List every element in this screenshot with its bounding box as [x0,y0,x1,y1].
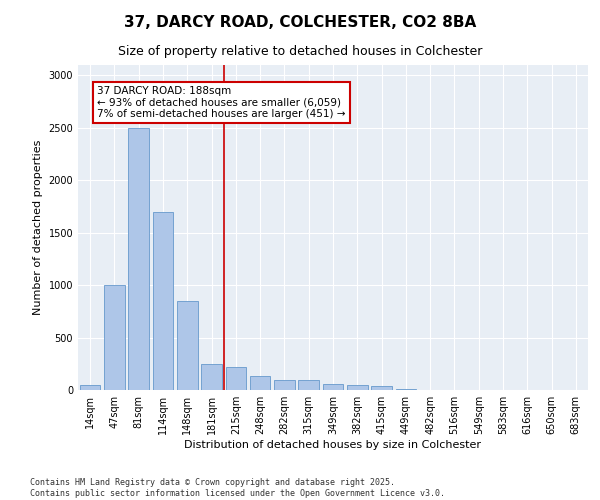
Bar [323,384,343,390]
Bar [104,285,125,390]
Bar [298,380,319,390]
Text: 37 DARCY ROAD: 188sqm
← 93% of detached houses are smaller (6,059)
7% of semi-de: 37 DARCY ROAD: 188sqm ← 93% of detached … [97,86,346,119]
Bar [274,380,295,390]
Bar [201,364,222,390]
Bar [347,385,368,390]
Text: 37, DARCY ROAD, COLCHESTER, CO2 8BA: 37, DARCY ROAD, COLCHESTER, CO2 8BA [124,15,476,30]
Bar [371,386,392,390]
Text: Contains HM Land Registry data © Crown copyright and database right 2025.
Contai: Contains HM Land Registry data © Crown c… [30,478,445,498]
Y-axis label: Number of detached properties: Number of detached properties [33,140,43,315]
Text: Size of property relative to detached houses in Colchester: Size of property relative to detached ho… [118,45,482,58]
Bar [226,367,246,390]
Bar [177,301,197,390]
Bar [152,212,173,390]
Bar [250,376,271,390]
Bar [80,385,100,390]
Bar [128,128,149,390]
X-axis label: Distribution of detached houses by size in Colchester: Distribution of detached houses by size … [185,440,482,450]
